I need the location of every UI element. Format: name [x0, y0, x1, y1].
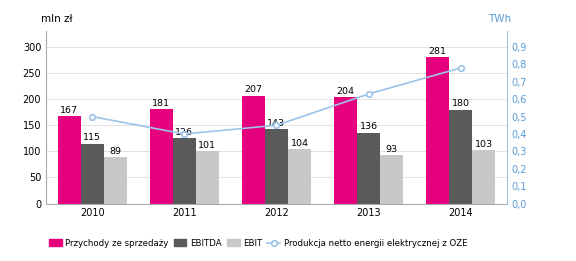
- Text: 126: 126: [175, 128, 194, 137]
- Bar: [288, 149, 311, 204]
- Text: 101: 101: [198, 141, 217, 150]
- Text: 204: 204: [336, 87, 355, 96]
- Bar: [58, 116, 81, 204]
- Text: 281: 281: [429, 47, 447, 56]
- Text: 136: 136: [359, 122, 378, 131]
- Bar: [196, 151, 219, 204]
- Bar: [472, 150, 495, 204]
- Bar: [104, 157, 127, 204]
- Text: 207: 207: [244, 85, 263, 94]
- Text: 181: 181: [152, 99, 170, 108]
- Bar: [242, 96, 265, 204]
- Text: TWh: TWh: [488, 14, 511, 25]
- Bar: [265, 129, 288, 204]
- Bar: [357, 133, 380, 204]
- Text: 89: 89: [109, 147, 121, 156]
- Bar: [380, 155, 403, 204]
- Text: 180: 180: [452, 99, 470, 108]
- Legend: Przychody ze sprzedaży, EBITDA, EBIT, Produkcja netto energii elektrycznej z OZE: Przychody ze sprzedaży, EBITDA, EBIT, Pr…: [45, 235, 471, 251]
- Text: 115: 115: [83, 133, 101, 142]
- Bar: [449, 110, 472, 204]
- Bar: [150, 109, 173, 204]
- Text: 93: 93: [385, 145, 398, 154]
- Bar: [334, 97, 357, 204]
- Bar: [81, 144, 104, 204]
- Bar: [426, 57, 449, 204]
- Text: 143: 143: [267, 119, 286, 128]
- Bar: [173, 138, 196, 204]
- Text: mln zł: mln zł: [41, 14, 73, 25]
- Text: 167: 167: [60, 106, 78, 115]
- Text: 104: 104: [290, 139, 309, 148]
- Text: 103: 103: [475, 140, 493, 149]
